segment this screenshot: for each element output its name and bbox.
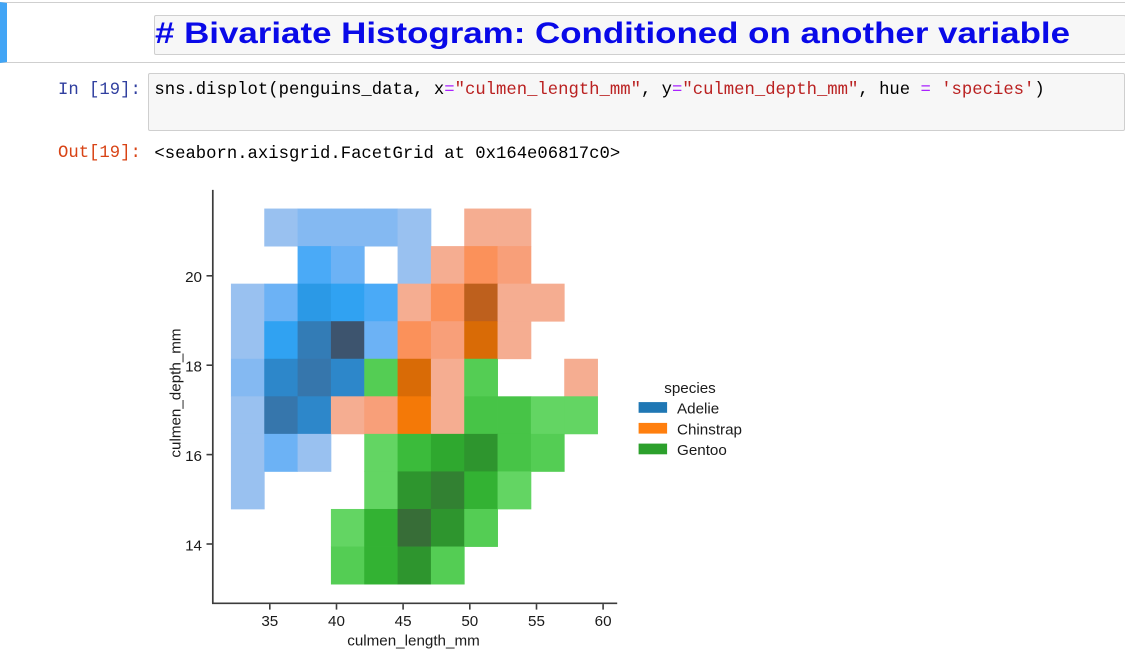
svg-text:14: 14 xyxy=(185,537,202,554)
svg-text:culmen_length_mm: culmen_length_mm xyxy=(347,633,480,650)
svg-text:40: 40 xyxy=(328,613,345,630)
svg-text:Chinstrap: Chinstrap xyxy=(677,421,742,438)
svg-text:species: species xyxy=(664,380,716,397)
svg-text:culmen_depth_mm: culmen_depth_mm xyxy=(168,328,185,457)
svg-text:Adelie: Adelie xyxy=(677,401,719,418)
svg-text:20: 20 xyxy=(185,269,202,286)
svg-text:Gentoo: Gentoo xyxy=(677,442,727,459)
svg-text:35: 35 xyxy=(261,613,278,630)
svg-text:50: 50 xyxy=(461,613,478,630)
svg-text:55: 55 xyxy=(528,613,545,630)
svg-text:60: 60 xyxy=(595,613,612,630)
svg-text:16: 16 xyxy=(185,448,202,465)
svg-text:45: 45 xyxy=(395,613,412,630)
svg-text:18: 18 xyxy=(185,359,202,376)
